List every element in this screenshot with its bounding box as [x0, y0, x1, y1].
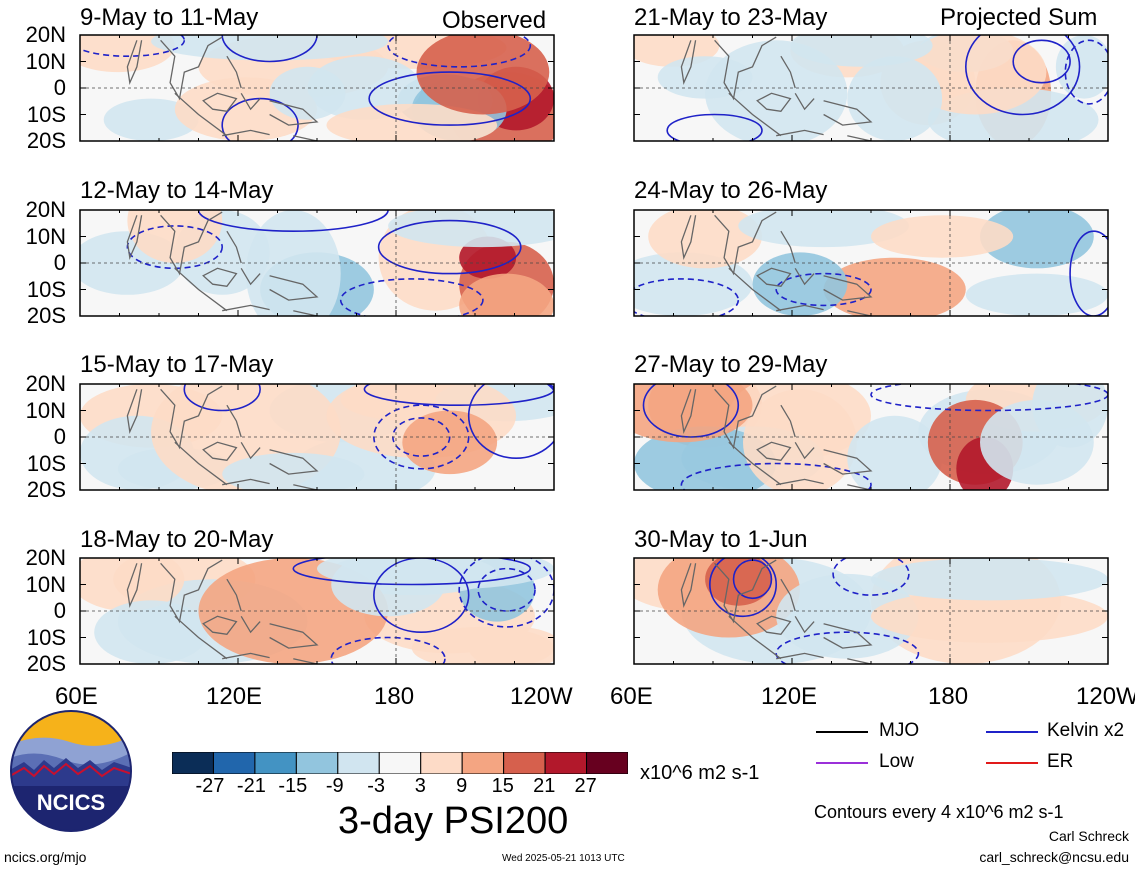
map-panel-5: [633, 34, 1109, 142]
legend-label-er: ER: [1047, 751, 1074, 772]
lat-label: 0: [53, 75, 66, 100]
lat-label: 20S: [26, 303, 66, 328]
panel-title-1: 9-May to 11-May: [80, 4, 259, 31]
lon-label-120w-left: 120W: [510, 683, 573, 710]
lat-label: 10S: [26, 101, 66, 127]
lon-label-120e-right: 120E: [761, 683, 818, 710]
colorbar-swatch: [212, 752, 256, 774]
legend-label-kelvin: Kelvin x2: [1047, 720, 1125, 741]
colorbar: [172, 752, 628, 774]
colorbar-swatch: [337, 752, 380, 774]
colorbar-tick-label: 15: [491, 775, 514, 797]
map-panel-6: [633, 209, 1109, 317]
colorbar-swatch: [295, 752, 339, 774]
lat-label: 10S: [26, 624, 66, 650]
lat-label: 10N: [25, 397, 66, 423]
logo-text: NCICS: [37, 790, 105, 815]
author-name: Carl Schreck: [1048, 828, 1129, 844]
colorbar-tick-label: -21: [236, 775, 266, 797]
colorbar-swatch: [503, 752, 546, 774]
colorbar-units: x10^6 m2 s-1: [640, 762, 760, 784]
map-panel-2: [79, 209, 555, 317]
colorbar-tick-label: 21: [533, 775, 556, 797]
colorbar-swatch: [461, 752, 505, 774]
map-panel-4: [79, 557, 555, 665]
colorbar-swatch: [172, 752, 214, 774]
colorbar-swatch: [378, 752, 422, 774]
colorbar-tick-label: -3: [367, 775, 386, 797]
legend-line-er: [986, 762, 1038, 764]
lon-label-180-right: 180: [928, 683, 969, 710]
lat-label: 20N: [25, 197, 66, 222]
figure-title: 3-day PSI200: [338, 800, 569, 842]
lon-label-120w-right: 120W: [1076, 683, 1135, 710]
colorbar-tick-label: -9: [325, 775, 344, 797]
colorbar-tick-label: 3: [414, 775, 426, 797]
panel-title-5: 21-May to 23-May: [634, 4, 828, 31]
lat-label: 20S: [26, 651, 66, 676]
colorbar-swatch: [254, 752, 297, 774]
legend-line-kelvin: [986, 731, 1038, 733]
source-url: ncics.org/mjo: [4, 849, 87, 865]
timestamp: Wed 2025-05-21 1013 UTC: [502, 853, 625, 864]
lat-label: 20N: [25, 22, 66, 47]
lat-label: 10N: [25, 571, 66, 597]
colorbar-tick-label: -27: [195, 775, 225, 797]
panel-title-2: 12-May to 14-May: [80, 177, 274, 204]
lat-label: 20S: [26, 477, 66, 502]
colorbar-swatch: [544, 752, 588, 774]
map-panels: [79, 34, 1109, 665]
colorbar-tick-label: -15: [278, 775, 308, 797]
colorbar-tick-label: 9: [456, 775, 468, 797]
panel-title-4: 18-May to 20-May: [80, 526, 274, 553]
legend-label-mjo: MJO: [879, 720, 920, 741]
lat-label: 20N: [25, 545, 66, 570]
map-panel-7: [633, 383, 1109, 491]
colorbar-swatch: [420, 752, 463, 774]
map-panel-3: [79, 383, 555, 491]
ncics-logo: NCICS: [10, 710, 132, 832]
map-panel-1: [79, 34, 555, 142]
lon-label-120e-left: 120E: [206, 683, 263, 710]
lat-label: 0: [53, 250, 66, 275]
lat-label: 10N: [25, 223, 66, 249]
lat-label: 10S: [26, 450, 66, 476]
projected-label: Projected Sum: [940, 4, 1098, 31]
lon-label-60e-left: 60E: [55, 683, 98, 710]
legend-line-low: [816, 762, 868, 764]
lat-label: 0: [53, 598, 66, 623]
lat-label: 10N: [25, 48, 66, 74]
author-email: carl_schreck@ncsu.edu: [979, 849, 1129, 865]
colorbar-swatch: [586, 752, 628, 774]
panel-title-8: 30-May to 1-Jun: [634, 526, 808, 553]
lat-label: 10S: [26, 276, 66, 302]
panel-title-7: 27-May to 29-May: [634, 351, 828, 378]
lon-label-180-left: 180: [374, 683, 415, 710]
lon-label-60e-right: 60E: [610, 683, 653, 710]
contour-note: Contours every 4 x10^6 m2 s-1: [814, 802, 1064, 822]
legend-label-low: Low: [879, 751, 914, 772]
colorbar-tick-label: 27: [574, 775, 597, 797]
lat-label: 0: [53, 424, 66, 449]
observed-label: Observed: [442, 7, 547, 34]
lat-label: 20S: [26, 128, 66, 153]
legend-line-mjo: [816, 731, 868, 733]
map-panel-8: [633, 557, 1109, 665]
lat-label: 20N: [25, 371, 66, 396]
panel-title-3: 15-May to 17-May: [80, 351, 274, 378]
panel-title-6: 24-May to 26-May: [634, 177, 828, 204]
